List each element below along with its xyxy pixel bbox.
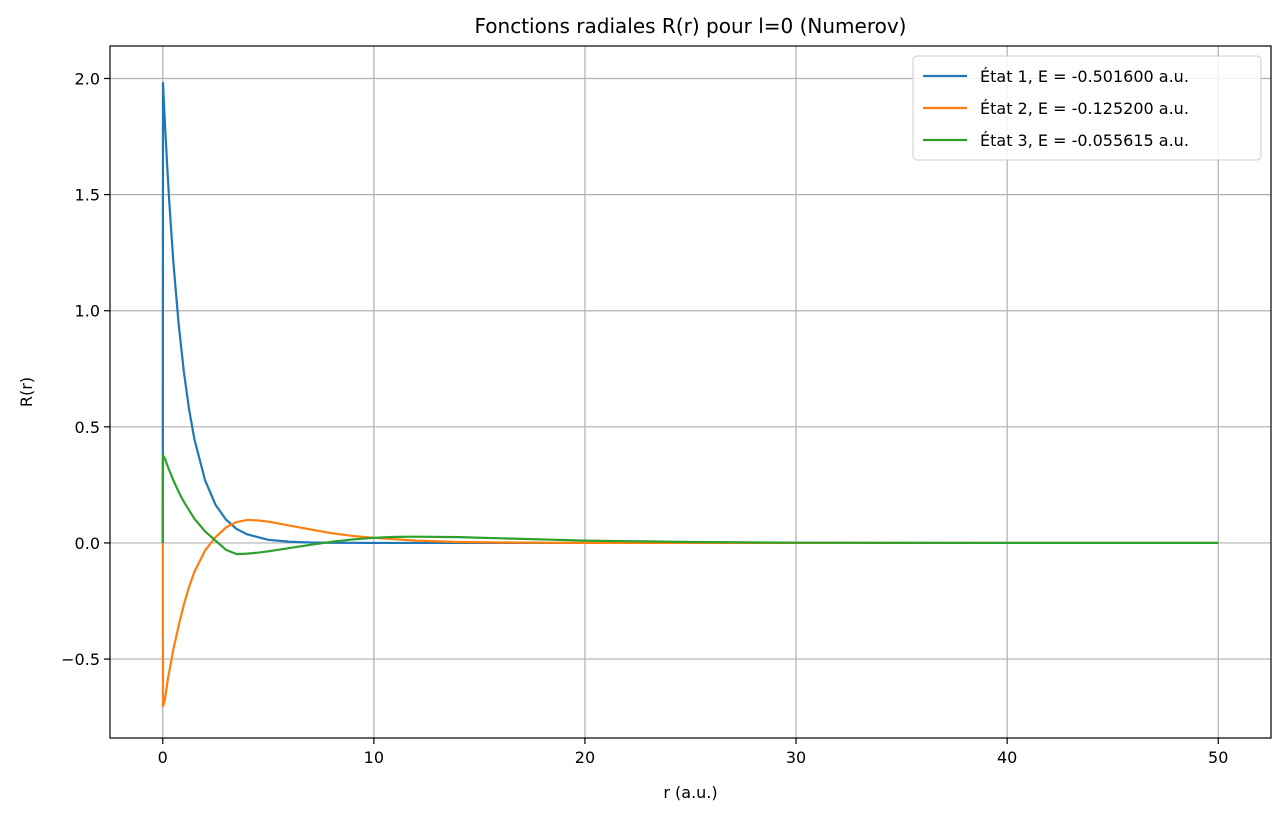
y-tick-label: 0.5: [75, 418, 100, 437]
y-tick-label: 2.0: [75, 70, 100, 89]
legend: État 1, E = -0.501600 a.u. État 2, E = -0…: [912, 55, 1262, 161]
x-tick-label: 0: [158, 748, 168, 767]
y-tick-label: 1.5: [75, 186, 100, 205]
legend-label: État 2, E = -0.125200 a.u.: [980, 99, 1189, 118]
plot-area-frame: [109, 45, 1272, 739]
series-lines: [161, 82, 1219, 708]
axis-ticks: 0 10 20 30 40 50 −0.5 0.0 0.5 1.0 1.5 2.0: [61, 70, 1228, 767]
series-line-3: [161, 454, 1219, 556]
legend-label: État 1, E = -0.501600 a.u.: [980, 67, 1189, 86]
x-tick-label: 50: [1208, 748, 1228, 767]
y-tick-label: 1.0: [75, 302, 100, 321]
x-axis-label: r (a.u.): [663, 783, 717, 802]
x-tick-label: 20: [575, 748, 595, 767]
series-line-2: [161, 518, 1219, 708]
legend-label: État 3, E = -0.055615 a.u.: [980, 131, 1189, 150]
x-tick-label: 30: [786, 748, 806, 767]
x-tick-label: 10: [364, 748, 384, 767]
y-tick-label: −0.5: [61, 650, 100, 669]
y-tick-label: 0.0: [75, 534, 100, 553]
legend-box: [912, 55, 1262, 161]
x-tick-label: 40: [997, 748, 1017, 767]
y-axis-label: R(r): [17, 377, 36, 407]
chart-title: Fonctions radiales R(r) pour l=0 (Numero…: [475, 14, 907, 38]
